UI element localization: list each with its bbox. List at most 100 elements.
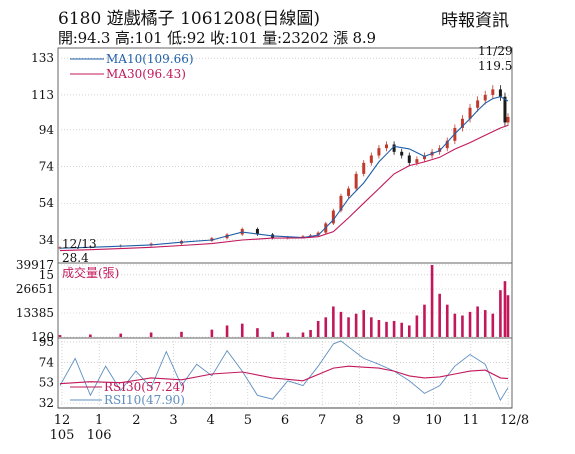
volume-bar bbox=[503, 281, 507, 337]
volume-bar bbox=[240, 323, 244, 337]
volume-bar bbox=[332, 306, 335, 337]
volume-bar bbox=[377, 320, 381, 337]
volume-bar bbox=[407, 325, 411, 337]
volume-bar bbox=[58, 335, 62, 337]
candle-body bbox=[491, 89, 495, 95]
volume-bar bbox=[339, 311, 343, 337]
volume-bar bbox=[362, 310, 366, 337]
x-tick-label: 11 bbox=[463, 413, 480, 428]
volume-bar bbox=[499, 290, 502, 337]
x-tick-label: 10 bbox=[425, 413, 442, 428]
x-tick-label: 2 bbox=[132, 413, 140, 428]
candle-body bbox=[468, 107, 472, 119]
candle-body bbox=[483, 94, 487, 101]
chart-title: 6180 遊戲橘子 1061208(日線圖) bbox=[58, 9, 321, 29]
volume-bar bbox=[149, 332, 153, 337]
x-tick-label: 5 bbox=[244, 413, 252, 428]
x-year-label: 106 bbox=[87, 428, 112, 443]
volume-bar bbox=[180, 331, 183, 337]
candle-body bbox=[347, 188, 351, 196]
candle-body bbox=[331, 210, 335, 224]
volume-bar bbox=[415, 315, 419, 337]
x-tick-label: 12/8 bbox=[500, 413, 529, 428]
volume-bar bbox=[468, 311, 472, 337]
rsi10-legend-label: RSI10(47.90) bbox=[104, 393, 185, 407]
rsi-tick-label: 32 bbox=[39, 396, 54, 410]
volume-bar bbox=[210, 329, 214, 337]
volume-bar bbox=[347, 317, 350, 337]
candle-body bbox=[476, 100, 480, 108]
price-tick-label: 74 bbox=[39, 160, 55, 174]
candle-body bbox=[422, 155, 426, 160]
candle-body bbox=[316, 232, 320, 236]
volume-tick-label: 120 bbox=[31, 330, 54, 344]
volume-bar bbox=[453, 313, 457, 337]
volume-tick-label: 39917 bbox=[16, 258, 54, 272]
volume-bar bbox=[506, 295, 510, 337]
rsi30-line bbox=[59, 365, 509, 385]
rsi-tick-label: 74 bbox=[39, 355, 55, 369]
ma10-line bbox=[59, 96, 509, 249]
ma10-legend-label: MA10(109.66) bbox=[106, 52, 194, 66]
candle-body bbox=[498, 89, 502, 97]
x-tick-label: 1 bbox=[95, 413, 103, 428]
price-tick-label: 113 bbox=[31, 88, 54, 102]
price-tick-label: 54 bbox=[39, 196, 55, 210]
volume-bar bbox=[286, 332, 290, 337]
price-tick-label: 34 bbox=[39, 233, 55, 247]
x-tick-label: 8 bbox=[355, 413, 363, 428]
volume-panel-title: 成交量(張) bbox=[62, 265, 119, 280]
ma30-legend-label: MA30(96.43) bbox=[106, 67, 186, 81]
volume-bar bbox=[256, 328, 259, 337]
rsi-tick-label: 95 bbox=[39, 335, 54, 349]
candle-body bbox=[392, 144, 396, 152]
candle-body bbox=[354, 173, 358, 189]
price-tick-label: 15 bbox=[39, 268, 54, 282]
axis-layer: 1331139474543415399172665113385120957453… bbox=[16, 51, 529, 443]
volume-bar bbox=[392, 320, 396, 337]
rsi-layer bbox=[59, 340, 509, 402]
x-tick-label: 6 bbox=[281, 413, 289, 428]
rsi30-legend-label: RSI30(57.24) bbox=[104, 380, 185, 394]
volume-bar bbox=[491, 313, 495, 337]
high-date-label: 11/29 bbox=[478, 44, 513, 58]
volume-tick-label: 13385 bbox=[16, 306, 54, 320]
volume-bar bbox=[483, 310, 487, 337]
volume-bar bbox=[476, 306, 479, 337]
low-value-label: 28.4 bbox=[62, 251, 89, 265]
x-tick-label: 9 bbox=[392, 413, 400, 428]
volume-bar bbox=[438, 293, 441, 337]
candle-body bbox=[460, 118, 464, 128]
rsi-tick-label: 53 bbox=[39, 376, 54, 390]
candle-body bbox=[407, 155, 411, 163]
volume-bar bbox=[445, 304, 449, 337]
volume-bar bbox=[324, 317, 328, 337]
x-tick-label: 3 bbox=[169, 413, 177, 428]
price-layer bbox=[58, 58, 510, 252]
candle-body bbox=[377, 148, 381, 156]
candle-body bbox=[400, 151, 404, 156]
candle-body bbox=[503, 96, 507, 123]
candle-body bbox=[385, 144, 389, 149]
volume-bar bbox=[354, 313, 358, 337]
x-year-label: 105 bbox=[50, 428, 75, 443]
volume-bar bbox=[400, 322, 403, 337]
candle-body bbox=[415, 159, 419, 163]
volume-bar bbox=[423, 304, 426, 337]
volume-layer bbox=[58, 265, 510, 337]
x-tick-label: 7 bbox=[318, 413, 326, 428]
volume-bar bbox=[385, 321, 388, 337]
volume-bar bbox=[461, 315, 464, 337]
high-value-label: 119.5 bbox=[478, 59, 512, 73]
candle-body bbox=[369, 155, 373, 163]
candle-body bbox=[362, 162, 366, 174]
candle-body bbox=[301, 236, 305, 238]
price-tick-label: 133 bbox=[31, 51, 54, 65]
x-tick-label: 12 bbox=[54, 413, 71, 428]
volume-bar bbox=[301, 332, 305, 337]
volume-bar bbox=[271, 331, 274, 337]
x-tick-label: 4 bbox=[207, 413, 215, 428]
volume-bar bbox=[370, 317, 373, 337]
rsi10-line bbox=[59, 340, 509, 402]
